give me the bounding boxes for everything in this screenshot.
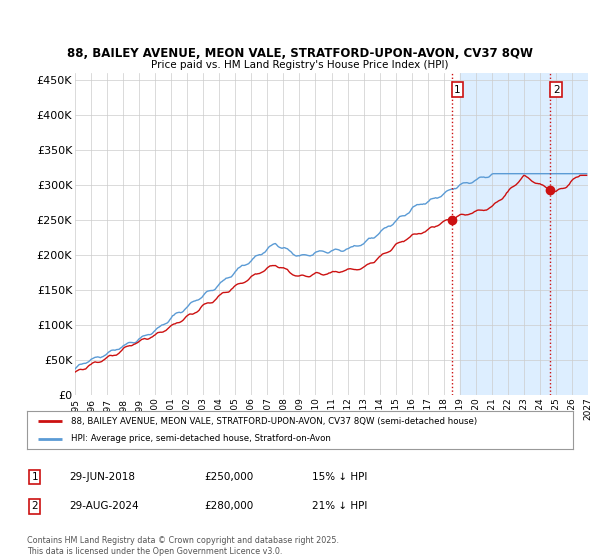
Text: 1: 1 — [31, 472, 38, 482]
Bar — [460, 73, 588, 395]
Text: 15% ↓ HPI: 15% ↓ HPI — [312, 472, 367, 482]
Text: £280,000: £280,000 — [204, 501, 253, 511]
Text: Contains HM Land Registry data © Crown copyright and database right 2025.
This d: Contains HM Land Registry data © Crown c… — [27, 536, 339, 556]
Text: HPI: Average price, semi-detached house, Stratford-on-Avon: HPI: Average price, semi-detached house,… — [71, 435, 331, 444]
Text: 2: 2 — [31, 501, 38, 511]
Text: 29-AUG-2024: 29-AUG-2024 — [69, 501, 139, 511]
Text: 1: 1 — [454, 85, 461, 95]
Text: 88, BAILEY AVENUE, MEON VALE, STRATFORD-UPON-AVON, CV37 8QW: 88, BAILEY AVENUE, MEON VALE, STRATFORD-… — [67, 48, 533, 60]
Text: Price paid vs. HM Land Registry's House Price Index (HPI): Price paid vs. HM Land Registry's House … — [151, 60, 449, 70]
Text: 29-JUN-2018: 29-JUN-2018 — [69, 472, 135, 482]
Text: 21% ↓ HPI: 21% ↓ HPI — [312, 501, 367, 511]
Text: 2: 2 — [553, 85, 560, 95]
Text: 88, BAILEY AVENUE, MEON VALE, STRATFORD-UPON-AVON, CV37 8QW (semi-detached house: 88, BAILEY AVENUE, MEON VALE, STRATFORD-… — [71, 417, 477, 426]
Text: £250,000: £250,000 — [204, 472, 253, 482]
